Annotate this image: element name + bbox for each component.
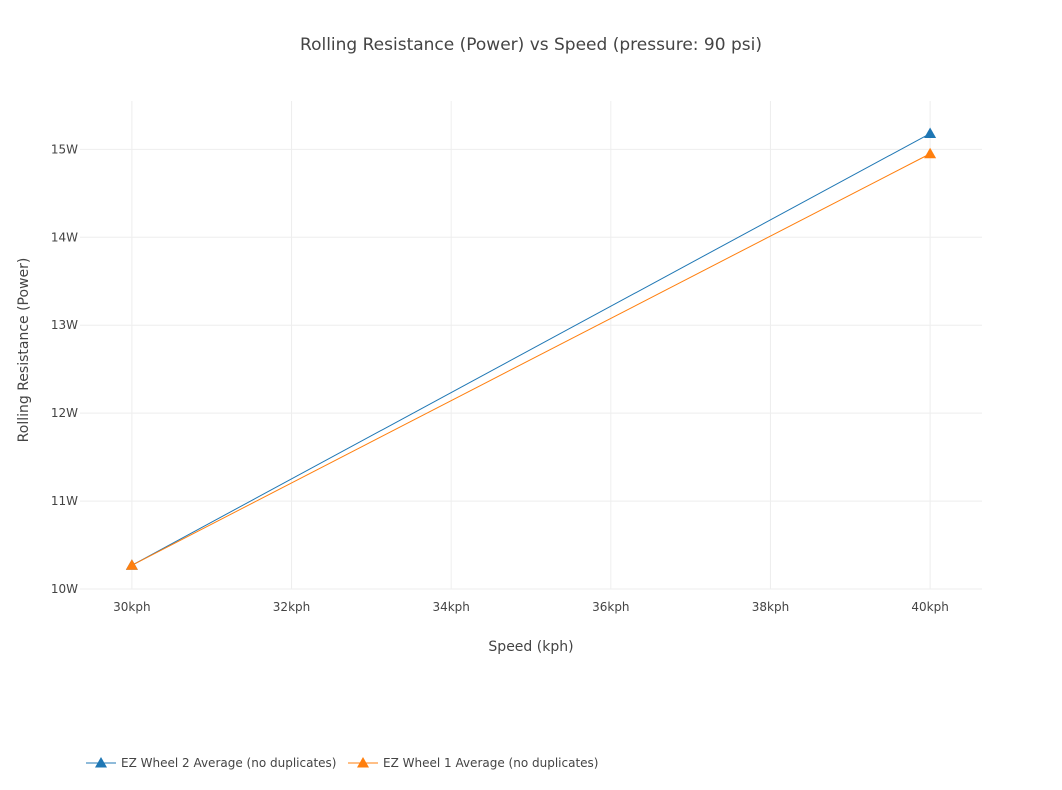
- x-tick-label: 36kph: [592, 600, 629, 614]
- y-tick-label: 11W: [51, 494, 78, 508]
- data-point-marker[interactable]: [924, 127, 937, 139]
- legend-label: EZ Wheel 2 Average (no duplicates): [121, 756, 336, 770]
- x-tick-label: 38kph: [752, 600, 789, 614]
- series-line: [131, 153, 931, 566]
- x-tick-label: 30kph: [113, 600, 150, 614]
- legend-marker-icon: [357, 757, 369, 768]
- legend-item[interactable]: EZ Wheel 2 Average (no duplicates): [86, 756, 336, 770]
- y-tick-label: 12W: [51, 406, 78, 420]
- legend-marker-icon: [95, 757, 107, 768]
- y-axis-ticks: 10W 11W 12W 13W 14W 15W: [51, 142, 78, 596]
- legend: EZ Wheel 2 Average (no duplicates) EZ Whe…: [86, 756, 598, 770]
- y-tick-label: 13W: [51, 318, 78, 332]
- legend-item[interactable]: EZ Wheel 1 Average (no duplicates): [348, 756, 598, 770]
- x-tick-label: 34kph: [432, 600, 469, 614]
- series-2: [125, 147, 937, 570]
- grid: [80, 101, 982, 590]
- data-point-marker[interactable]: [125, 559, 138, 570]
- y-axis-title: Rolling Resistance (Power): [16, 258, 32, 443]
- series-1: [125, 127, 937, 570]
- x-tick-label: 32kph: [273, 600, 310, 614]
- y-tick-label: 14W: [51, 230, 78, 244]
- x-axis-title: Speed (kph): [488, 639, 573, 655]
- y-tick-label: 15W: [51, 142, 78, 156]
- series-line: [131, 133, 931, 566]
- x-axis-ticks: 30kph 32kph 34kph 36kph 38kph 40kph: [113, 600, 949, 614]
- y-tick-label: 10W: [51, 582, 78, 596]
- chart-title: Rolling Resistance (Power) vs Speed (pre…: [300, 35, 762, 55]
- x-tick-label: 40kph: [911, 600, 948, 614]
- data-point-marker[interactable]: [924, 147, 937, 159]
- legend-label: EZ Wheel 1 Average (no duplicates): [383, 756, 598, 770]
- series: [125, 127, 937, 570]
